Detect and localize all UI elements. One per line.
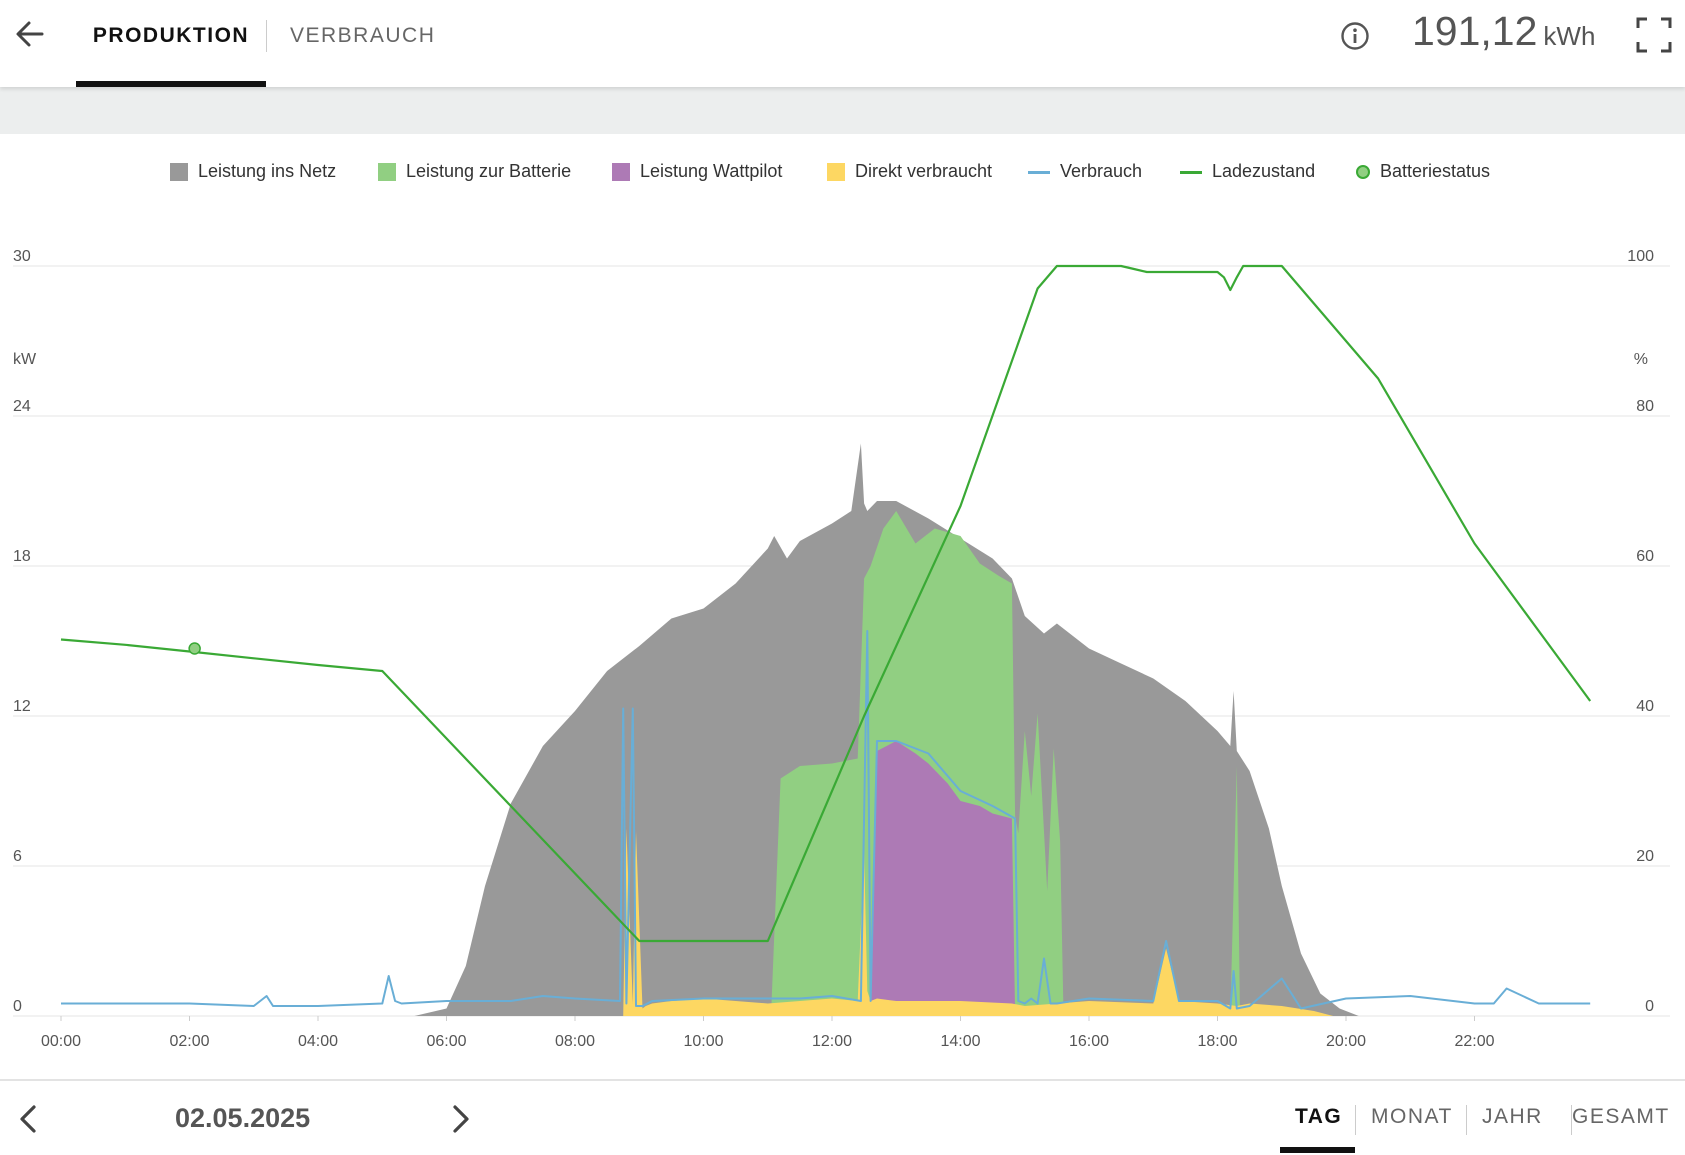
legend-swatch [378,163,396,182]
legend-item-batteriestatus[interactable]: Batteriestatus [1356,156,1490,186]
current-date[interactable]: 02.05.2025 [175,1103,311,1133]
series-line-verbrauch [61,630,1591,1010]
period-divider [1466,1105,1467,1135]
period-jahr[interactable]: JAHR [1482,1105,1543,1128]
legend-label: Ladezustand [1212,161,1316,181]
legend-label: Leistung Wattpilot [640,161,783,181]
y-left-tick-label: 24 [13,398,31,415]
energy-chart: kW % 0 0 6 20 12 40 18 60 24 80 30 100 00:00 02:00 04:… [13,248,1670,1050]
tab-verbrauch[interactable]: VERBRAUCH [290,0,435,87]
legend-swatch [1356,165,1370,180]
y-right-tick-label: 20 [1636,848,1654,865]
x-tick-label: 08:00 [555,1033,595,1050]
y-left-tick-label: 30 [13,248,31,265]
legend-item-netz[interactable]: Leistung ins Netz [170,156,336,186]
legend-item-direkt[interactable]: Direkt verbraucht [827,156,992,186]
active-period-indicator [1280,1147,1355,1153]
card-divider [0,1079,1685,1081]
period-gesamt[interactable]: GESAMT [1572,1105,1670,1128]
y-left-tick-label: 18 [13,548,31,565]
tab-produktion-label: PRODUKTION [92,24,250,47]
x-tick-label: 10:00 [683,1033,723,1050]
legend-label: Leistung zur Batterie [406,161,572,181]
period-monat[interactable]: MONAT [1371,1105,1453,1128]
y-right-tick-label: 40 [1636,698,1654,715]
legend-swatch [612,163,630,182]
y-left-unit: kW [13,351,37,368]
x-tick-label: 16:00 [1069,1033,1109,1050]
x-tick-label: 18:00 [1197,1033,1237,1050]
top-bar: PRODUKTION VERBRAUCH 191,12 kWh [0,0,1685,87]
next-day-icon[interactable] [443,1099,477,1139]
legend-swatch [827,163,845,182]
chart-axis-labels: 0 0 6 20 12 40 18 60 24 80 30 100 00:00 02:00 04:00 06:… [13,248,1654,1050]
legend-item-batterie[interactable]: Leistung zur Batterie [378,156,571,186]
chart-grid [13,265,1670,1021]
series-line-ladezustand [60,264,1592,943]
arrow-left-icon[interactable] [10,14,50,54]
legend-label: Leistung ins Netz [198,161,337,181]
tab-divider [266,20,267,52]
legend-swatch [1028,170,1050,174]
legend-swatch [170,163,188,182]
y-right-unit: % [1634,351,1648,368]
x-tick-label: 14:00 [940,1033,980,1050]
chart-areas [414,443,1359,1016]
chart-card: Leistung ins Netz Leistung zur Batterie … [0,134,1685,1155]
total-energy-unit: kWh [1543,21,1596,51]
total-energy-value: 191,12 [1412,8,1538,54]
x-tick-label: 00:00 [41,1033,81,1050]
previous-day-icon[interactable] [12,1099,46,1139]
y-right-tick-label: 80 [1636,398,1654,415]
legend-item-ladezustand[interactable]: Ladezustand [1180,156,1315,186]
y-left-tick-label: 12 [13,698,31,715]
bottom-bar: 02.05.2025 TAG MONAT JAHR GESAMT [0,1081,1685,1155]
period-divider [1571,1105,1572,1135]
period-tag[interactable]: TAG [1295,1105,1343,1128]
fullscreen-icon[interactable] [1636,17,1672,53]
x-tick-label: 12:00 [812,1033,852,1050]
legend-label: Batteriestatus [1380,161,1491,181]
y-left-tick-label: 0 [13,998,22,1015]
x-tick-label: 20:00 [1326,1033,1366,1050]
legend-swatch [1180,170,1202,174]
x-tick-label: 04:00 [298,1033,338,1050]
x-tick-label: 22:00 [1454,1033,1494,1050]
legend-item-wattpilot[interactable]: Leistung Wattpilot [612,156,782,186]
period-divider [1355,1105,1356,1135]
legend-label: Verbrauch [1060,161,1143,181]
series-area-leistung-wattpilot [870,741,1016,1016]
y-right-tick-label: 0 [1645,998,1654,1015]
y-right-tick-label: 60 [1636,548,1654,565]
x-tick-label: 06:00 [426,1033,466,1050]
battery-status-point[interactable] [188,642,201,655]
x-tick-label: 02:00 [169,1033,209,1050]
legend-label: Direkt verbraucht [855,161,993,181]
active-tab-indicator [76,81,266,87]
y-right-tick-label: 100 [1627,248,1654,265]
total-energy: 191,12 kWh [1412,8,1595,55]
tab-produktion[interactable]: PRODUKTION [76,0,266,87]
tab-verbrauch-label: VERBRAUCH [290,24,436,47]
info-icon[interactable] [1340,21,1370,51]
chart-legend: Leistung ins Netz Leistung zur Batterie … [0,156,1685,186]
y-left-tick-label: 6 [13,848,22,865]
chart-lines [60,264,1592,1010]
legend-item-verbrauch[interactable]: Verbrauch [1028,156,1142,186]
